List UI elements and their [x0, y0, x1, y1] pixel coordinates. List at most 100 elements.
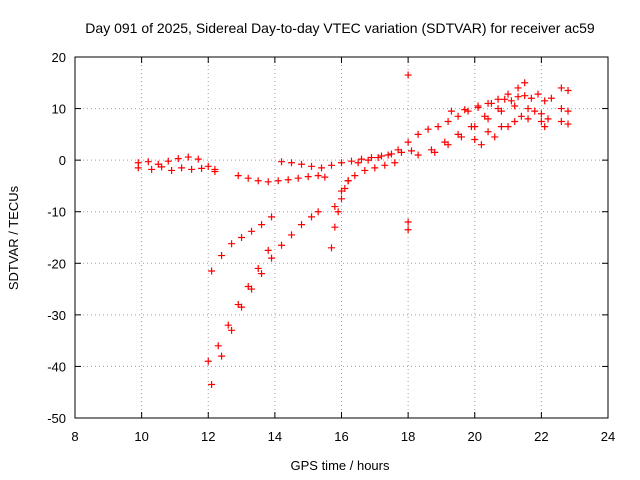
data-point: [404, 138, 412, 146]
series-arc-4: [204, 246, 272, 365]
data-point: [248, 227, 256, 235]
x-tick-label: 8: [71, 429, 78, 444]
data-point: [184, 153, 192, 161]
data-point: [298, 160, 306, 168]
data-point: [564, 120, 572, 128]
series-arc-1: [134, 153, 219, 173]
data-point: [471, 123, 479, 131]
data-point: [268, 213, 276, 221]
series-arc-9: [331, 159, 399, 211]
data-point: [264, 246, 272, 254]
x-tick-label: 20: [468, 429, 482, 444]
data-point: [521, 92, 529, 100]
data-point: [248, 285, 256, 293]
y-tick-label: -50: [47, 411, 66, 426]
data-point: [288, 159, 296, 167]
data-point: [514, 84, 522, 92]
data-point: [178, 164, 186, 172]
x-tick-label: 12: [201, 429, 215, 444]
data-point: [308, 162, 316, 170]
data-point: [557, 117, 565, 125]
data-point: [148, 165, 156, 173]
y-tick-label: -20: [47, 256, 66, 271]
series-arc-21: [557, 117, 572, 128]
data-point: [208, 380, 216, 388]
data-point: [464, 107, 472, 115]
data-point: [387, 150, 395, 158]
data-point: [424, 125, 432, 133]
x-tick-label: 16: [334, 429, 348, 444]
data-point: [254, 177, 262, 185]
x-axis-label: GPS time / hours: [291, 458, 390, 473]
series-arc-12: [404, 71, 412, 234]
data-point: [524, 105, 532, 113]
data-point: [144, 158, 152, 166]
data-point: [308, 213, 316, 221]
data-point: [457, 133, 465, 141]
series-arc-8: [328, 177, 352, 252]
data-point: [314, 172, 322, 180]
data-point: [404, 218, 412, 226]
data-point: [524, 115, 532, 123]
y-tick-label: -40: [47, 359, 66, 374]
data-point: [431, 148, 439, 156]
data-point: [497, 107, 505, 115]
data-point: [211, 167, 219, 175]
data-point: [391, 159, 399, 167]
data-point: [331, 203, 339, 211]
data-point: [517, 112, 525, 120]
data-point: [234, 172, 242, 180]
data-point: [494, 95, 502, 103]
data-point: [158, 163, 166, 171]
data-point: [198, 164, 206, 172]
data-point: [338, 187, 345, 195]
data-point: [288, 231, 296, 239]
data-point: [194, 155, 202, 163]
data-point: [361, 166, 369, 174]
data-point: [371, 164, 379, 172]
data-point: [471, 136, 479, 144]
data-point: [318, 164, 326, 172]
series-arc-18: [477, 107, 552, 149]
data-point: [434, 123, 442, 131]
data-point: [564, 87, 572, 95]
data-point: [484, 115, 492, 123]
y-tick-label: -30: [47, 308, 66, 323]
data-point: [228, 326, 236, 334]
data-point: [404, 71, 412, 79]
data-point: [357, 155, 365, 163]
data-point: [228, 240, 236, 248]
data-point: [274, 177, 282, 185]
series-arc-3: [208, 213, 276, 275]
data-point: [514, 93, 522, 101]
data-point: [314, 208, 322, 216]
data-point: [537, 110, 545, 118]
data-point: [484, 128, 492, 136]
data-point: [384, 151, 392, 159]
series-arc-10: [328, 147, 415, 169]
data-point: [501, 95, 509, 103]
data-point: [284, 176, 292, 184]
chart-title: Day 091 of 2025, Sidereal Day-to-day VTE…: [85, 20, 595, 36]
data-point: [511, 102, 519, 110]
data-point: [298, 221, 306, 229]
data-point: [338, 195, 345, 203]
data-point: [224, 321, 232, 329]
series-arc-2: [134, 163, 219, 175]
data-point: [414, 130, 422, 138]
data-point: [461, 106, 469, 114]
data-point: [444, 117, 452, 125]
series-arc-17: [471, 115, 549, 144]
x-tick-label: 10: [134, 429, 148, 444]
data-point: [347, 157, 355, 165]
x-tick-label: 18: [401, 429, 415, 444]
data-point: [534, 90, 542, 98]
data-point: [497, 123, 505, 131]
y-tick-label: -10: [47, 205, 66, 220]
data-point: [544, 115, 552, 123]
y-tick-label: 10: [52, 102, 66, 117]
data-point: [487, 99, 495, 107]
data-point: [204, 357, 212, 365]
data-point: [254, 264, 262, 272]
